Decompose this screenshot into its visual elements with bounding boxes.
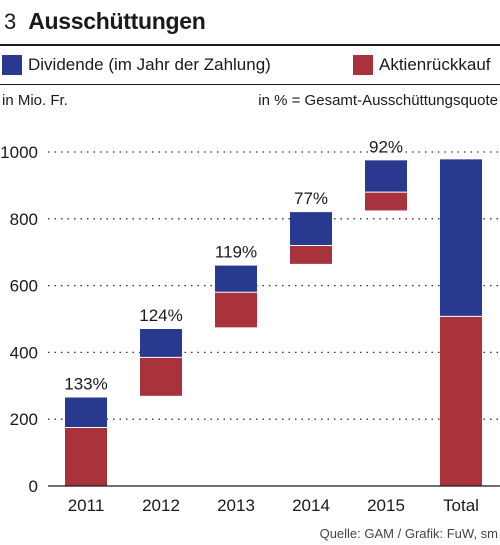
bar-dividend-2013 [215, 265, 257, 293]
payout-ratio-label-2014: 77% [294, 189, 328, 208]
quote-note: in % = Gesamt-Ausschüttungsquote [258, 92, 498, 109]
header-rule [0, 44, 500, 46]
y-tick-label-600: 600 [10, 277, 38, 296]
x-tick-label-2014: 2014 [292, 496, 330, 515]
bar-buyback-Total [440, 316, 482, 486]
x-tick-label-2012: 2012 [142, 496, 180, 515]
y-tick-label-0: 0 [29, 477, 38, 496]
legend-swatch-buyback [353, 55, 373, 75]
title-row: 3 Ausschüttungen [4, 8, 206, 38]
unit-note: in Mio. Fr. [2, 92, 68, 109]
x-tick-label-2011: 2011 [68, 496, 105, 515]
bar-buyback-2014 [290, 245, 332, 264]
payout-ratio-label-2012: 124% [139, 306, 182, 325]
legend-rule [0, 84, 500, 85]
y-tick-label-800: 800 [10, 210, 38, 229]
legend-label-dividend: Dividende (im Jahr der Zahlung) [28, 55, 271, 74]
y-tick-label-200: 200 [10, 410, 38, 429]
payout-ratio-label-2011: 133% [64, 374, 107, 393]
payout-ratio-label-2015: 92% [369, 137, 403, 156]
x-tick-label-Total: Total [443, 496, 479, 515]
payout-ratio-label-2013: 119% [215, 243, 257, 262]
legend-label-buyback: Aktienrückkauf [379, 55, 491, 74]
bar-buyback-2012 [140, 357, 182, 396]
x-tick-label-2013: 2013 [217, 496, 255, 515]
figure-number: 3 [4, 9, 17, 34]
bar-buyback-2013 [215, 292, 257, 328]
legend-item-buyback: Aktienrückkauf [353, 55, 491, 75]
legend-item-dividend: Dividende (im Jahr der Zahlung) [2, 55, 271, 75]
y-tick-label-400: 400 [10, 343, 38, 362]
chart-title: Ausschüttungen [28, 8, 206, 34]
x-tick-label-2015: 2015 [367, 496, 405, 515]
bar-buyback-2011 [65, 427, 107, 486]
bar-dividend-2011 [65, 397, 107, 428]
y-tick-label-1000: 1000 [0, 143, 38, 162]
source-note: Quelle: GAM / Grafik: FuW, sm [319, 526, 498, 541]
bar-dividend-2015 [365, 160, 407, 193]
bar-dividend-Total [440, 159, 482, 317]
legend-swatch-dividend [2, 55, 22, 75]
bar-dividend-2014 [290, 212, 332, 246]
bar-buyback-2015 [365, 192, 407, 211]
bar-dividend-2012 [140, 329, 182, 358]
